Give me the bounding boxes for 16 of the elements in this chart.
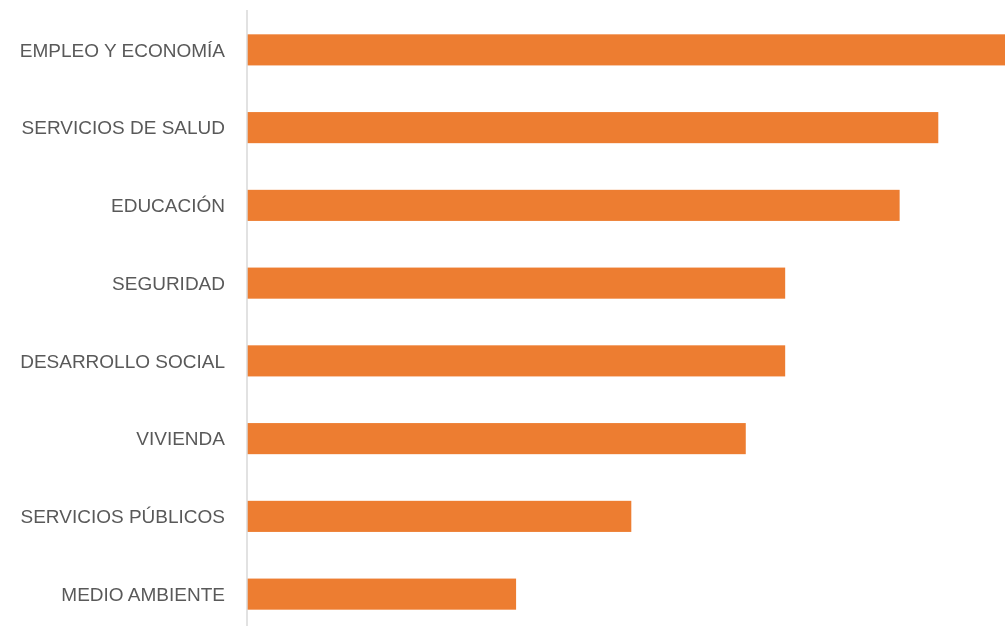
y-tick-label: DESARROLLO SOCIAL <box>20 350 225 372</box>
bar <box>247 189 900 221</box>
bar <box>247 112 939 144</box>
bar <box>247 578 517 610</box>
y-tick-label: EDUCACIÓN <box>110 195 225 217</box>
y-tick-label: VIVIENDA <box>136 428 226 450</box>
bar <box>247 500 632 532</box>
y-tick-label: EMPLEO Y ECONOMÍA <box>19 39 226 61</box>
bar <box>247 423 746 455</box>
y-tick-label: SERVICIOS DE SALUD <box>21 117 225 139</box>
bar <box>247 34 1005 66</box>
y-tick-label: SERVICIOS PÚBLICOS <box>20 506 225 528</box>
y-tick-label: SEGURIDAD <box>112 272 225 294</box>
y-tick-label: MEDIO AMBIENTE <box>61 583 225 605</box>
bar <box>247 345 786 377</box>
bar <box>247 267 786 299</box>
